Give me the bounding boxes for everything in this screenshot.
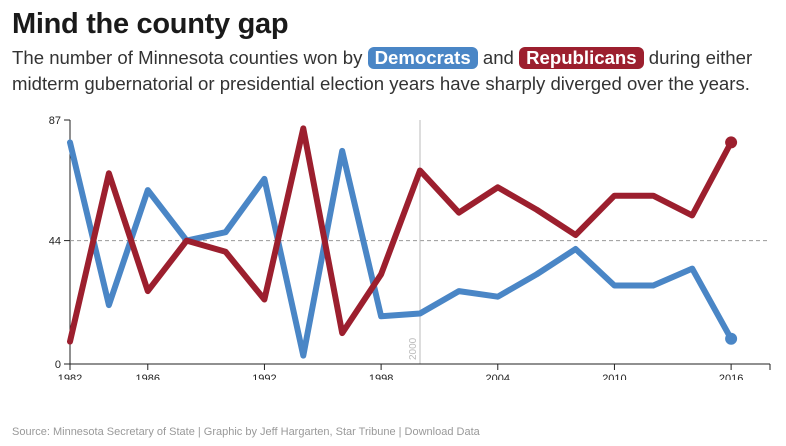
series-line-republicans [67,125,735,345]
y-tick-label-0: 0 [55,359,61,371]
x-tick-label-2004: 2004 [486,373,510,380]
x-tick-label-2010: 2010 [602,373,626,380]
subtitle-mid: and [482,47,514,68]
x-tick-label-2016: 2016 [719,373,743,380]
end-point-democrats [725,332,738,345]
x-tick-label-1998: 1998 [369,373,393,380]
x-tick-label-1982: 1982 [58,373,82,380]
footer: Source: Minnesota Secretary of State | G… [12,426,480,438]
y-tick-label-87: 87 [49,115,61,127]
x-tick-label-1992: 1992 [252,373,276,380]
county-line-chart: 0 44 87 2000 1982 1986 1992 1998 2004 2010 2016 [49,115,771,380]
subtitle: The number of Minnesota counties won by … [12,45,782,97]
end-point-republicans [725,136,738,149]
subtitle-post: during either midterm gubernatorial or p… [12,47,753,94]
download-data-link[interactable]: Download Data [404,426,480,438]
subtitle-pre: The number of Minnesota counties won by [12,47,363,68]
republicans-badge: Republicans [519,47,644,69]
source-text: Source: Minnesota Secretary of State | G… [12,426,405,438]
marker-label-2000: 2000 [408,337,419,360]
democrats-badge: Democrats [367,47,478,69]
series-line-democrats [67,139,735,359]
x-tick-label-1986: 1986 [136,373,160,380]
y-tick-label-44: 44 [49,236,61,248]
page-title: Mind the county gap [12,8,289,40]
